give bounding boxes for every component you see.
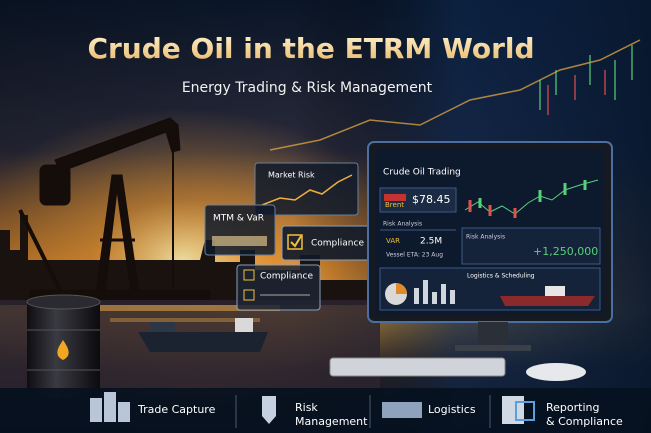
monitor-shape <box>545 286 565 296</box>
monitor-shape-shape <box>450 290 455 304</box>
0-title-text: Market Risk <box>268 171 315 180</box>
footer-shape-shape <box>104 392 116 422</box>
monitor-shape <box>414 280 455 304</box>
monitor-brent-price-text: $78.45 <box>412 193 451 206</box>
pump-jack-shape <box>39 164 71 206</box>
monitor-shape <box>526 363 586 381</box>
background-shape <box>269 39 641 151</box>
monitor-brent-label-text: Brent <box>385 201 404 209</box>
oil-barrel-shape <box>26 294 101 310</box>
water-shape <box>110 318 260 322</box>
lines-0-text: Logistics <box>428 403 476 416</box>
monitor-pnl-text: +1,250,000 <box>533 245 598 258</box>
pump-jack-shape <box>54 117 181 173</box>
mtm-var-panel-shape <box>212 236 267 246</box>
monitor-risk-label-text: Risk Analysis <box>383 221 422 228</box>
monitor-risk-label-2-text: Risk Analysis <box>466 234 505 241</box>
compliance-panel: Compliance <box>281 225 371 261</box>
monitor-var-label-text: VAR <box>386 237 400 245</box>
candle-chart-shape <box>468 200 517 218</box>
compliance-panel-shape <box>243 269 255 281</box>
compliance-panel-shape <box>290 235 302 248</box>
lines-0-text: Reporting <box>546 401 599 414</box>
footer-shape-shape <box>118 402 130 422</box>
candle-chart-shape <box>478 180 587 208</box>
3-title-text: Compliance <box>260 272 313 282</box>
market-risk-panel-shape <box>261 174 353 206</box>
monitor-logistics-text: Logistics & Scheduling <box>467 273 535 280</box>
lines-1-text: Management <box>295 415 368 428</box>
pump-jack-shape <box>18 209 62 291</box>
monitor-shape <box>500 296 595 306</box>
monitor-title: Crude Oil Trading <box>383 168 461 178</box>
monitor-shape <box>478 322 508 347</box>
footer-shape-shape <box>90 398 102 422</box>
market-risk-panel: Market Risk <box>254 162 359 216</box>
background-shape <box>539 45 633 110</box>
monitor-shape <box>329 357 506 377</box>
header: Crude Oil in the ETRM World Energy Tradi… <box>87 32 534 96</box>
oil-barrel-shape <box>57 340 69 360</box>
subtitle: Energy Trading & Risk Management <box>182 80 433 96</box>
mtm-var-panel-shape <box>204 204 276 256</box>
tanker-ship <box>138 318 268 352</box>
monitor-shape-shape <box>423 280 428 304</box>
monitor-shape-shape <box>414 288 419 304</box>
candle-chart-shape <box>464 179 599 215</box>
monitor-var-value-text: 2.5M <box>420 237 442 247</box>
monitor-shape <box>461 227 601 265</box>
lines-0-text: Risk <box>295 401 318 414</box>
footer-shape <box>515 401 535 421</box>
monitor-shape-shape <box>432 292 437 304</box>
footer-shape <box>382 402 422 418</box>
lines-1-text: & Compliance <box>546 415 623 428</box>
monitor: Crude Oil Trading Brent $78.45 Risk Anal… <box>329 141 613 381</box>
monitor-shape <box>455 345 531 351</box>
title: Crude Oil in the ETRM World <box>87 32 534 65</box>
monitor-shape <box>384 194 406 201</box>
compliance-panel-shape <box>236 264 321 311</box>
monitor-shape <box>379 187 457 213</box>
lines-0-text: Trade Capture <box>137 403 216 416</box>
monitor-shape <box>396 283 407 294</box>
water-shape <box>80 305 280 311</box>
tanker-ship-shape <box>138 332 268 352</box>
monitor-shape-shape <box>441 284 446 304</box>
oil-barrel <box>26 294 101 398</box>
2-title-text: Compliance <box>311 239 364 249</box>
monitor-vessel-text: Vessel ETA: 23 Aug <box>386 252 443 259</box>
market-risk-panel-shape <box>254 162 359 216</box>
tanker-ship-shape <box>235 318 253 332</box>
mtm-var-panel: MTM & VaR <box>204 204 276 256</box>
candle-chart <box>464 179 599 218</box>
compliance-panel-shape <box>243 289 255 301</box>
background-shape <box>547 70 606 115</box>
footer-shape <box>262 396 276 424</box>
1-title-text: MTM & VaR <box>213 214 264 224</box>
compliance-panel: Compliance <box>236 264 321 311</box>
footer-shape <box>90 392 130 422</box>
compliance-panel-shape <box>287 234 303 250</box>
footer: Trade Capture Risk Management Logistics … <box>0 388 651 433</box>
tanker-ship-shape <box>150 322 175 332</box>
